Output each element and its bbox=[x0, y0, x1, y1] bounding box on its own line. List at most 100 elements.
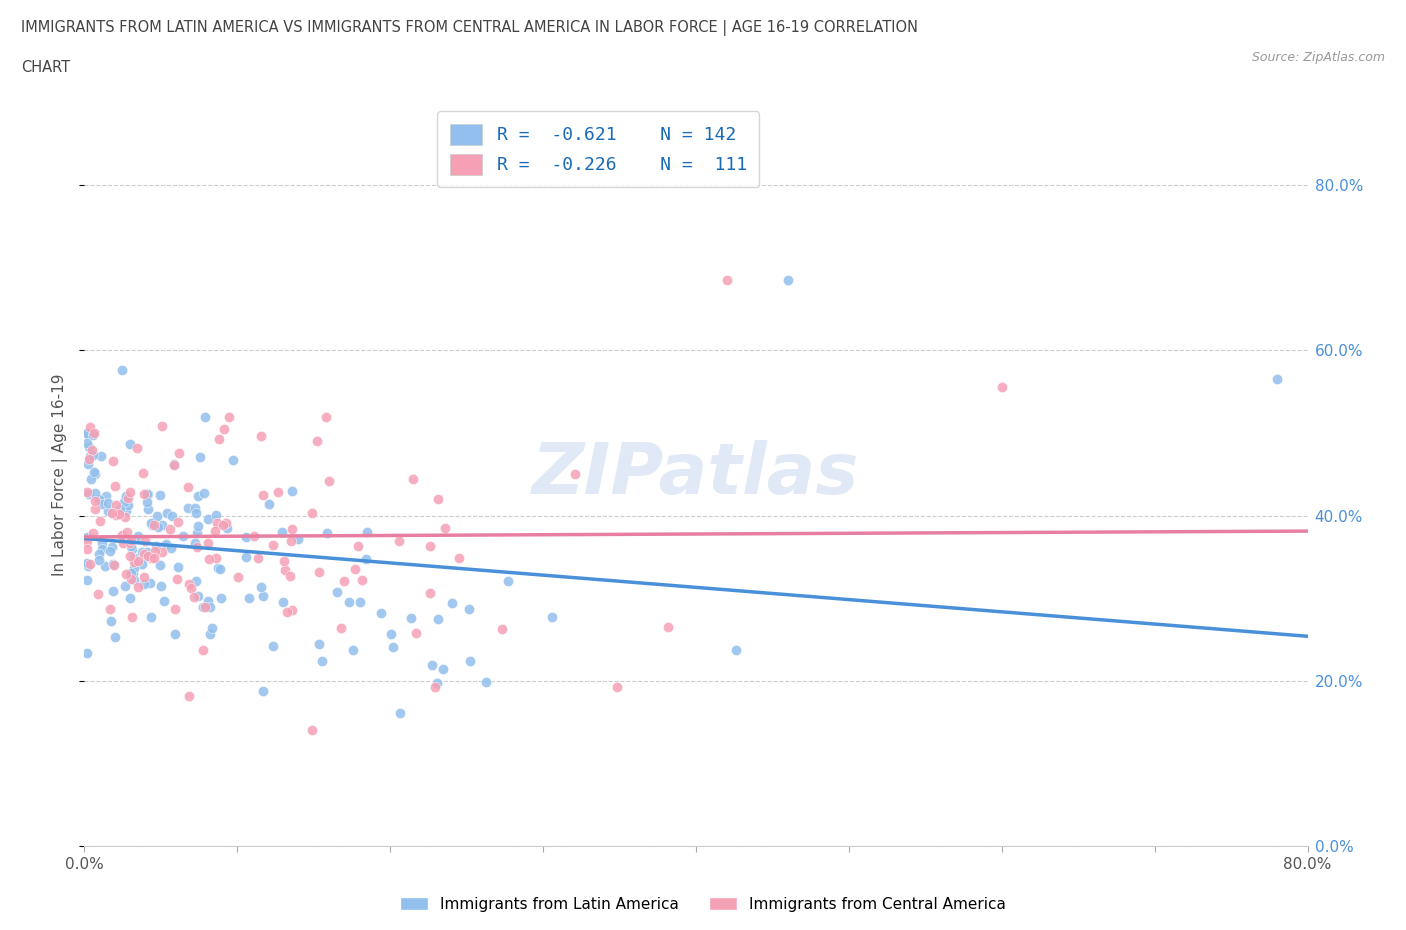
Point bbox=[122, 573, 145, 588]
Point bbox=[87, 552, 110, 567]
Point bbox=[139, 609, 162, 624]
Point bbox=[120, 532, 142, 547]
Point bbox=[252, 684, 274, 698]
Point bbox=[120, 538, 142, 553]
Point bbox=[82, 427, 104, 442]
Point bbox=[76, 457, 98, 472]
Point bbox=[281, 602, 304, 617]
Point bbox=[76, 425, 98, 440]
Point bbox=[101, 454, 124, 469]
Point bbox=[150, 418, 173, 433]
Point bbox=[200, 600, 222, 615]
Point bbox=[91, 536, 114, 551]
Point bbox=[308, 637, 330, 652]
Point bbox=[134, 570, 156, 585]
Point bbox=[287, 532, 309, 547]
Point bbox=[122, 554, 145, 569]
Point bbox=[83, 502, 105, 517]
Point bbox=[115, 531, 138, 546]
Point bbox=[235, 530, 257, 545]
Point bbox=[491, 621, 513, 636]
Point bbox=[149, 558, 172, 573]
Point bbox=[564, 467, 586, 482]
Point bbox=[104, 630, 127, 644]
Point bbox=[212, 421, 235, 436]
Point bbox=[77, 558, 100, 573]
Point bbox=[76, 573, 98, 588]
Point bbox=[127, 553, 149, 568]
Point bbox=[187, 488, 209, 503]
Point bbox=[184, 506, 207, 521]
Point bbox=[370, 605, 392, 620]
Point bbox=[434, 521, 457, 536]
Point bbox=[117, 491, 139, 506]
Point bbox=[160, 509, 183, 524]
Point bbox=[101, 505, 124, 520]
Legend: Immigrants from Latin America, Immigrants from Central America: Immigrants from Latin America, Immigrant… bbox=[394, 890, 1012, 918]
Point bbox=[104, 508, 127, 523]
Point bbox=[111, 527, 134, 542]
Point bbox=[242, 529, 264, 544]
Point bbox=[346, 538, 368, 553]
Point bbox=[458, 602, 481, 617]
Point bbox=[177, 577, 200, 591]
Point bbox=[276, 604, 298, 619]
Point bbox=[352, 573, 374, 588]
Point bbox=[127, 441, 149, 456]
Point bbox=[166, 559, 188, 574]
Legend: R =  -0.621    N = 142, R =  -0.226    N =  111: R = -0.621 N = 142, R = -0.226 N = 111 bbox=[437, 112, 759, 187]
Point bbox=[318, 474, 340, 489]
Point bbox=[208, 432, 231, 446]
Point bbox=[606, 680, 628, 695]
Point bbox=[183, 590, 205, 604]
Point bbox=[141, 517, 163, 532]
Point bbox=[121, 609, 143, 624]
Point bbox=[111, 536, 134, 551]
Point bbox=[103, 558, 125, 573]
Point bbox=[267, 485, 290, 499]
Point bbox=[103, 584, 125, 599]
Point bbox=[136, 501, 159, 516]
Point bbox=[475, 675, 498, 690]
Point bbox=[115, 489, 138, 504]
Point bbox=[188, 449, 211, 464]
Point bbox=[356, 525, 378, 539]
Point bbox=[273, 553, 295, 568]
Point bbox=[120, 565, 142, 580]
Point bbox=[215, 516, 238, 531]
Point bbox=[84, 485, 107, 500]
Point bbox=[316, 525, 339, 540]
Point bbox=[184, 500, 207, 515]
Point bbox=[389, 706, 412, 721]
Text: Source: ZipAtlas.com: Source: ZipAtlas.com bbox=[1251, 51, 1385, 64]
Point bbox=[194, 600, 217, 615]
Point bbox=[280, 484, 302, 498]
Point bbox=[165, 602, 187, 617]
Point bbox=[91, 541, 114, 556]
Point bbox=[333, 574, 356, 589]
Point bbox=[89, 513, 111, 528]
Point bbox=[440, 596, 463, 611]
Point bbox=[138, 549, 160, 564]
Point bbox=[184, 536, 207, 551]
Point bbox=[388, 534, 411, 549]
Point bbox=[163, 458, 186, 472]
Point bbox=[301, 505, 323, 520]
Y-axis label: In Labor Force | Age 16-19: In Labor Force | Age 16-19 bbox=[52, 373, 69, 576]
Point bbox=[172, 528, 194, 543]
Point bbox=[121, 541, 143, 556]
Point bbox=[250, 429, 273, 444]
Point bbox=[193, 485, 215, 500]
Point bbox=[77, 440, 100, 455]
Point bbox=[76, 426, 98, 441]
Point bbox=[270, 525, 292, 539]
Point bbox=[238, 591, 260, 605]
Point bbox=[127, 528, 149, 543]
Point bbox=[139, 575, 162, 590]
Point bbox=[776, 272, 799, 287]
Point bbox=[149, 487, 172, 502]
Point bbox=[108, 502, 131, 517]
Point bbox=[156, 506, 179, 521]
Text: CHART: CHART bbox=[21, 60, 70, 75]
Point bbox=[77, 451, 100, 466]
